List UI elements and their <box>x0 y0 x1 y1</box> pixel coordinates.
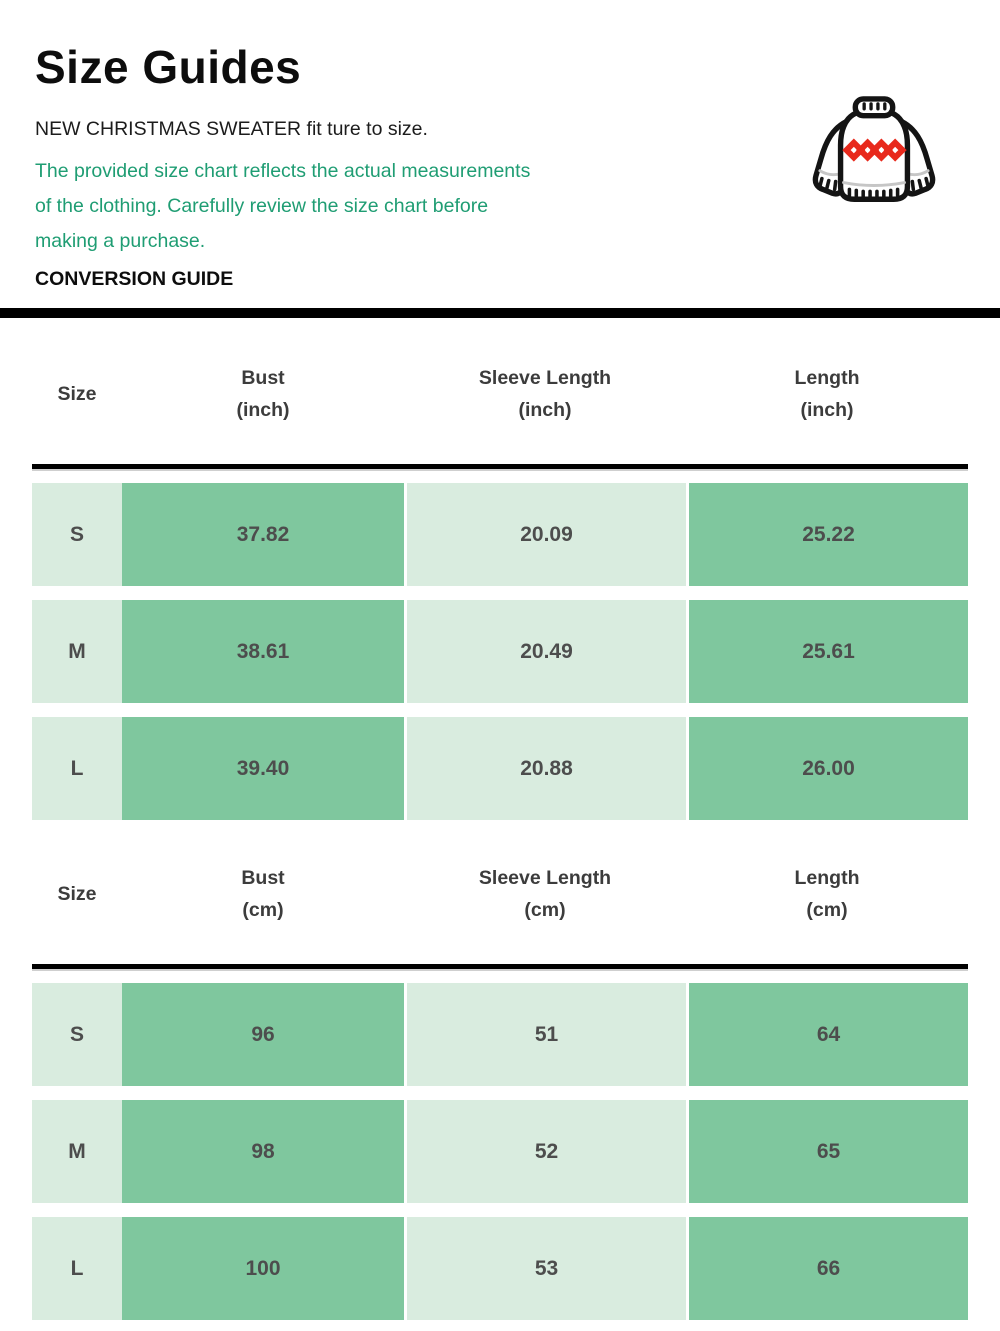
size-cell: S <box>32 483 122 586</box>
size-chart-note: The provided size chart reflects the act… <box>35 154 965 259</box>
table-header-rule <box>32 464 968 469</box>
table-row: L 39.40 20.88 26.00 <box>32 717 968 820</box>
table-header-rule <box>32 964 968 969</box>
note-line: making a purchase. <box>35 230 206 252</box>
size-cell: S <box>32 983 122 1086</box>
bust-cell: 38.61 <box>122 600 404 703</box>
table-row: S 96 51 64 <box>32 983 968 1086</box>
bust-cell: 39.40 <box>122 717 404 820</box>
table-row: M 38.61 20.49 25.61 <box>32 600 968 703</box>
column-header-sleeve-length: Sleeve Length (inch) <box>478 367 612 421</box>
note-line: of the clothing. Carefully review the si… <box>35 195 489 217</box>
product-fit-subtitle: NEW CHRISTMAS SWEATER fit ture to size. <box>35 118 428 140</box>
column-header-length: Length (inch) <box>794 367 860 421</box>
page-header: Size Guides NEW CHRISTMAS SWEATER fit tu… <box>0 0 1000 291</box>
size-cell: L <box>32 717 122 820</box>
bust-cell: 37.82 <box>122 483 404 586</box>
bust-cell: 98 <box>122 1100 404 1203</box>
section-divider <box>0 308 1000 318</box>
length-cell: 25.61 <box>686 600 968 703</box>
sleeve-length-cell: 20.09 <box>404 483 686 586</box>
conversion-tables: Size Bust (inch) Sleeve Length (inch) Leng… <box>0 318 1000 1320</box>
column-header-sleeve-length: Sleeve Length (cm) <box>478 867 612 921</box>
table-row: S 37.82 20.09 25.22 <box>32 483 968 586</box>
sleeve-length-cell: 52 <box>404 1100 686 1203</box>
length-cell: 66 <box>686 1217 968 1320</box>
table-row: M 98 52 65 <box>32 1100 968 1203</box>
note-line: The provided size chart reflects the act… <box>35 160 531 182</box>
size-table-cm-header: Size Bust (cm) Sleeve Length (cm) Length (c… <box>32 820 968 964</box>
length-cell: 26.00 <box>686 717 968 820</box>
column-header-length: Length (cm) <box>794 867 860 921</box>
sweater-icon <box>812 96 936 202</box>
sleeve-length-cell: 20.88 <box>404 717 686 820</box>
length-cell: 64 <box>686 983 968 1086</box>
conversion-guide-label: CONVERSION GUIDE <box>35 268 234 290</box>
column-header-bust: Bust (cm) <box>241 867 285 921</box>
column-header-size: Size <box>57 383 97 405</box>
column-header-size: Size <box>57 883 97 905</box>
sleeve-length-cell: 51 <box>404 983 686 1086</box>
bust-cell: 100 <box>122 1217 404 1320</box>
length-cell: 65 <box>686 1100 968 1203</box>
size-cell: M <box>32 1100 122 1203</box>
size-table-inch-header: Size Bust (inch) Sleeve Length (inch) Leng… <box>32 318 968 464</box>
sleeve-length-cell: 53 <box>404 1217 686 1320</box>
table-row: L 100 53 66 <box>32 1217 968 1320</box>
bust-cell: 96 <box>122 983 404 1086</box>
column-header-bust: Bust (inch) <box>236 367 290 421</box>
size-cell: L <box>32 1217 122 1320</box>
sleeve-length-cell: 20.49 <box>404 600 686 703</box>
size-cell: M <box>32 600 122 703</box>
page-title: Size Guides <box>35 41 302 93</box>
length-cell: 25.22 <box>686 483 968 586</box>
